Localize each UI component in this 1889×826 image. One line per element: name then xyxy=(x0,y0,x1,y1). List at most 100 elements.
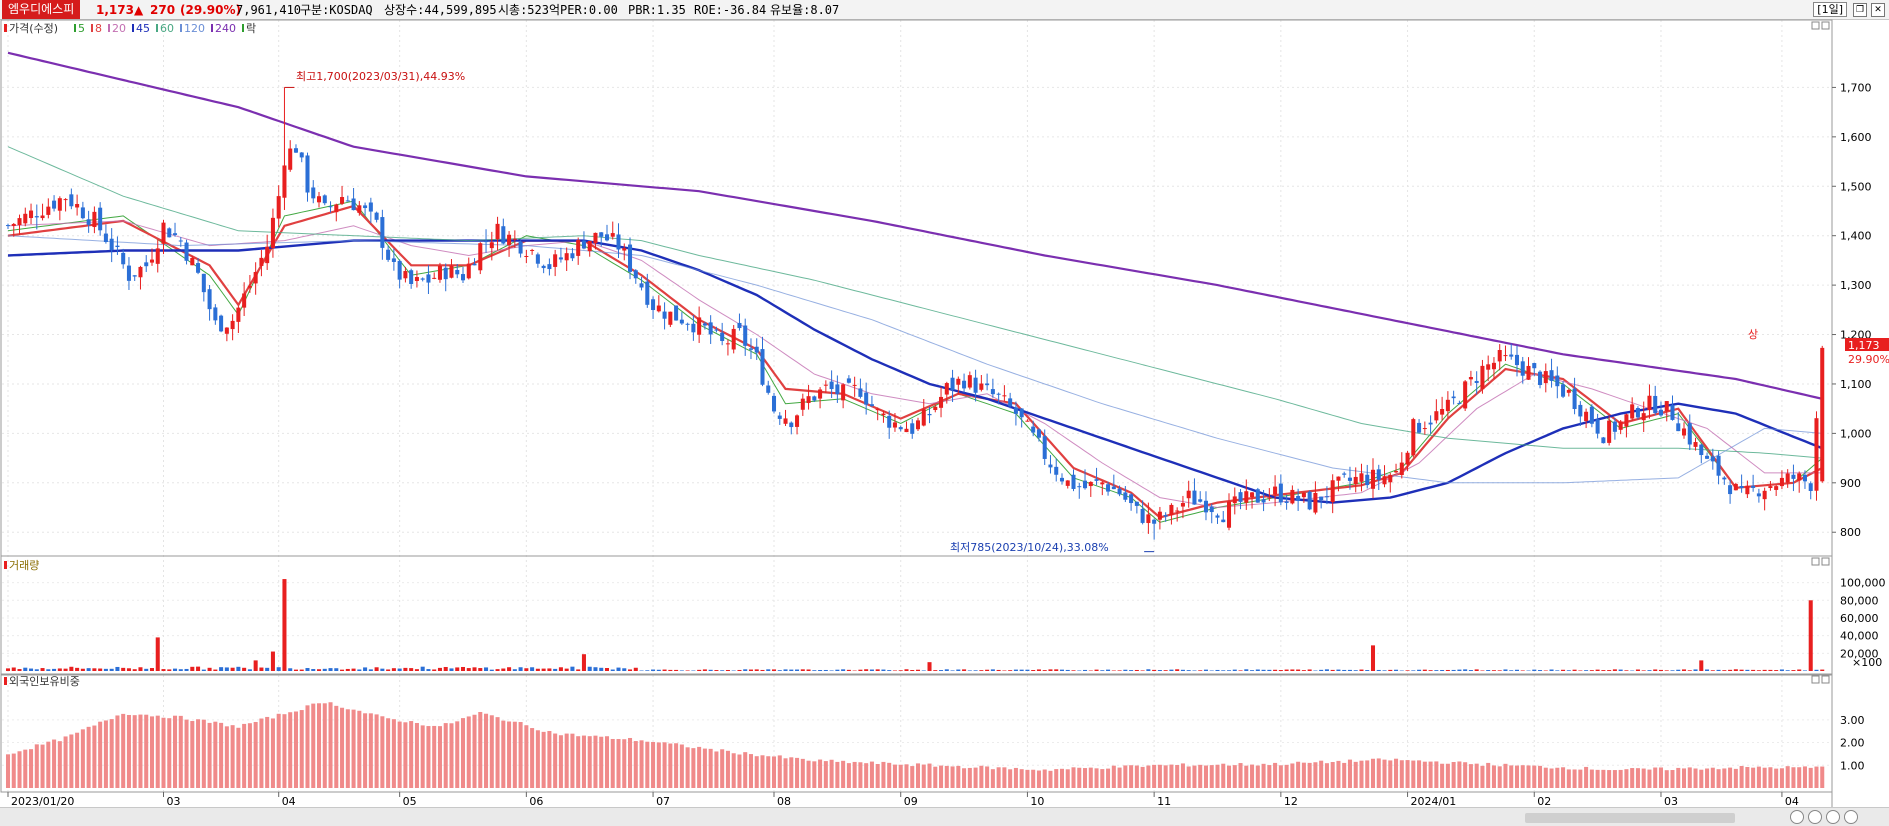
zoom-fit-icon[interactable] xyxy=(1844,810,1858,824)
upper-limit-mark: 상 xyxy=(1748,328,1758,341)
foreign-panel-title: 외국인보유비중 xyxy=(9,675,80,688)
foreign-bar xyxy=(149,716,155,788)
foreign-bar xyxy=(1117,767,1122,788)
foreign-bar xyxy=(1595,769,1600,788)
chart-canvas[interactable]: 1,7001,6001,5001,4001,3001,2001,1001,000… xyxy=(0,0,1889,807)
candle-body xyxy=(213,307,218,321)
foreign-bar xyxy=(1209,765,1214,788)
foreign-bar xyxy=(1445,763,1450,788)
volume-bar xyxy=(1347,669,1352,671)
foreign-bar xyxy=(806,760,811,788)
market-cap: 시총:523억 xyxy=(498,3,561,17)
stock-info-bar: 엠우디에스피 1,173 ▲ 270 (29.90%) 7,961,410 구분… xyxy=(0,0,1889,20)
foreign-bar xyxy=(23,749,28,788)
foreign-bar xyxy=(1457,761,1462,788)
foreign-bar xyxy=(910,766,915,788)
volume-bar xyxy=(1474,669,1479,671)
volume-bar xyxy=(1382,670,1387,671)
candle-body xyxy=(846,378,851,383)
candle-body xyxy=(201,273,206,293)
period-button[interactable]: [1일] xyxy=(1813,2,1847,17)
candle-body xyxy=(391,258,396,262)
volume-bar xyxy=(1002,670,1007,671)
candle-body xyxy=(167,228,172,238)
foreign-bar xyxy=(1365,760,1370,788)
candle-body xyxy=(1324,496,1329,498)
volume-bar xyxy=(1307,669,1312,671)
volume-bar xyxy=(224,667,229,671)
foreign-bar xyxy=(455,721,460,788)
volume-bar xyxy=(414,669,419,671)
candle-body xyxy=(1808,483,1813,492)
candle-body xyxy=(783,418,788,424)
foreign-bar xyxy=(933,766,938,788)
foreign-bar xyxy=(1589,769,1594,788)
foreign-bar xyxy=(299,710,304,788)
volume-bar xyxy=(1365,670,1370,671)
volume-bar xyxy=(541,668,546,671)
volume-bar xyxy=(1048,669,1053,671)
zoom-out-icon[interactable] xyxy=(1790,810,1804,824)
candle-body xyxy=(1013,407,1018,414)
foreign-bar xyxy=(167,718,172,788)
candle-body xyxy=(1589,406,1594,424)
foreign-bar xyxy=(1468,764,1473,788)
foreign-bar xyxy=(1618,769,1623,788)
candle-body xyxy=(1232,496,1237,504)
volume-bar xyxy=(1791,670,1796,671)
volume-bar xyxy=(1008,670,1013,671)
foreign-bar xyxy=(674,743,679,788)
volume-bar xyxy=(1739,669,1744,671)
candle-body xyxy=(1699,444,1704,456)
foreign-bar xyxy=(835,761,840,788)
candle-body xyxy=(1572,388,1577,410)
volume-bar xyxy=(1336,669,1341,671)
stock-name[interactable]: 엠우디에스피 xyxy=(2,0,81,19)
volume-bar xyxy=(167,669,172,671)
foreign-bar xyxy=(1635,768,1640,788)
volume-bars xyxy=(5,579,1825,671)
legend-ma-label: 60 xyxy=(160,22,174,35)
volume-bar xyxy=(1180,669,1185,671)
foreign-bar xyxy=(207,722,212,788)
foreign-bar xyxy=(1232,765,1237,788)
candle-body xyxy=(1722,477,1727,480)
volume-bar xyxy=(1169,669,1174,671)
volume-bar xyxy=(1451,669,1456,671)
volume-bar xyxy=(1370,645,1376,671)
candle-body xyxy=(380,217,385,248)
foreign-bar xyxy=(1451,761,1456,788)
volume-tick-label: 20,000 xyxy=(1840,647,1879,660)
foreign-bar xyxy=(547,730,552,788)
foreign-bar xyxy=(1716,769,1721,788)
volume-bar xyxy=(478,668,483,671)
candle-body xyxy=(1342,473,1347,475)
foreign-bar xyxy=(1226,765,1232,788)
close-icon[interactable]: ✕ xyxy=(1871,3,1885,17)
restore-icon[interactable]: ❐ xyxy=(1853,3,1867,17)
candle-body xyxy=(1088,481,1093,487)
foreign-bar xyxy=(443,723,448,788)
horizontal-scrollbar[interactable] xyxy=(0,807,1889,826)
volume-bar xyxy=(472,667,477,671)
candle-body xyxy=(1238,492,1243,502)
foreign-bar xyxy=(121,713,126,788)
volume-bar xyxy=(1065,669,1070,671)
candle-body xyxy=(841,384,846,401)
candle-body xyxy=(1520,361,1525,376)
scrollbar-thumb[interactable] xyxy=(1525,813,1735,823)
candle-body xyxy=(1365,474,1370,486)
foreign-bar xyxy=(662,742,667,788)
foreign-bar xyxy=(1561,767,1566,788)
zoom-in-icon[interactable] xyxy=(1808,810,1822,824)
volume-bar xyxy=(1434,670,1439,671)
volume-bar xyxy=(489,669,494,671)
volume-bar xyxy=(714,670,719,671)
zoom-reset-icon[interactable] xyxy=(1826,810,1840,824)
candle-body xyxy=(990,389,995,395)
candle-body xyxy=(610,233,615,237)
volume-bar xyxy=(1290,669,1295,671)
candle-body xyxy=(1532,363,1537,369)
candle-body xyxy=(1739,486,1744,489)
candle-body xyxy=(489,242,494,249)
